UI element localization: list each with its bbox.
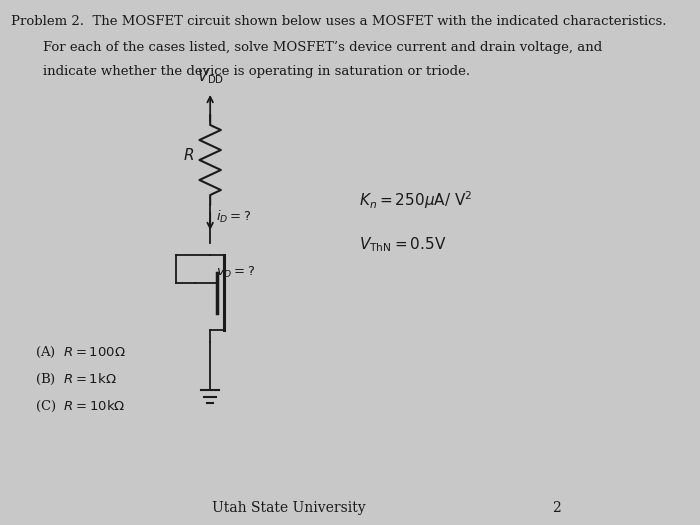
Text: $R$: $R$ bbox=[183, 147, 194, 163]
Text: (C)  $R = 10\mathrm{k}\Omega$: (C) $R = 10\mathrm{k}\Omega$ bbox=[34, 399, 125, 414]
Text: For each of the cases listed, solve MOSFET’s device current and drain voltage, a: For each of the cases listed, solve MOSF… bbox=[43, 41, 602, 54]
Text: indicate whether the device is operating in saturation or triode.: indicate whether the device is operating… bbox=[43, 65, 470, 78]
Text: $K_n = 250\mu\mathrm{A}/\ \mathrm{V}^2$: $K_n = 250\mu\mathrm{A}/\ \mathrm{V}^2$ bbox=[358, 189, 472, 211]
Text: (A)  $R = 100\Omega$: (A) $R = 100\Omega$ bbox=[34, 345, 125, 360]
Text: $v_D =?$: $v_D =?$ bbox=[216, 265, 256, 280]
Text: $i_D =?$: $i_D =?$ bbox=[216, 208, 251, 225]
Text: 2: 2 bbox=[552, 501, 561, 515]
Text: $V_{\mathrm{ThN}} = 0.5\mathrm{V}$: $V_{\mathrm{ThN}} = 0.5\mathrm{V}$ bbox=[358, 236, 446, 254]
Text: $V_{\mathrm{DD}}$: $V_{\mathrm{DD}}$ bbox=[197, 67, 224, 86]
Text: Utah State University: Utah State University bbox=[211, 501, 365, 515]
Text: (B)  $R = 1\mathrm{k}\Omega$: (B) $R = 1\mathrm{k}\Omega$ bbox=[34, 372, 116, 387]
Text: Problem 2.  The MOSFET circuit shown below uses a MOSFET with the indicated char: Problem 2. The MOSFET circuit shown belo… bbox=[10, 15, 666, 28]
